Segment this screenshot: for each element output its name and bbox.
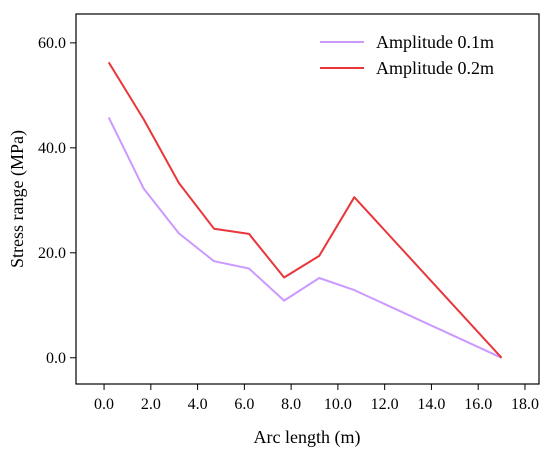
x-tick-label: 18.0 (511, 396, 539, 413)
x-axis: 0.0 2.0 4.0 6.0 8.0 10.0 12.0 14.0 16.0 18.0 (94, 384, 539, 413)
plot-frame (75, 13, 540, 385)
legend: Amplitude 0.1m Amplitude 0.2m (320, 32, 494, 78)
series-layer (107, 61, 503, 359)
series-line-1 (107, 116, 503, 359)
series-line-2 (107, 61, 503, 359)
x-tick-label: 0.0 (94, 396, 114, 413)
x-tick-label: 2.0 (141, 396, 161, 413)
y-tick-label: 0.0 (46, 350, 66, 367)
x-tick-label: 10.0 (324, 396, 352, 413)
y-tick-label: 40.0 (38, 140, 66, 157)
legend-label-1: Amplitude 0.1m (376, 32, 494, 52)
y-tick-label: 20.0 (38, 245, 66, 262)
x-tick-label: 14.0 (417, 396, 445, 413)
y-tick-label: 60.0 (38, 35, 66, 52)
x-axis-title: Arc length (m) (254, 427, 361, 448)
y-axis-title: Stress range (MPa) (7, 130, 28, 268)
legend-label-2: Amplitude 0.2m (376, 58, 494, 78)
x-tick-label: 6.0 (234, 396, 254, 413)
x-tick-label: 8.0 (281, 396, 301, 413)
x-tick-label: 4.0 (188, 396, 208, 413)
y-axis: 0.0 20.0 40.0 60.0 (38, 35, 76, 367)
x-tick-label: 12.0 (371, 396, 399, 413)
x-tick-label: 16.0 (464, 396, 492, 413)
